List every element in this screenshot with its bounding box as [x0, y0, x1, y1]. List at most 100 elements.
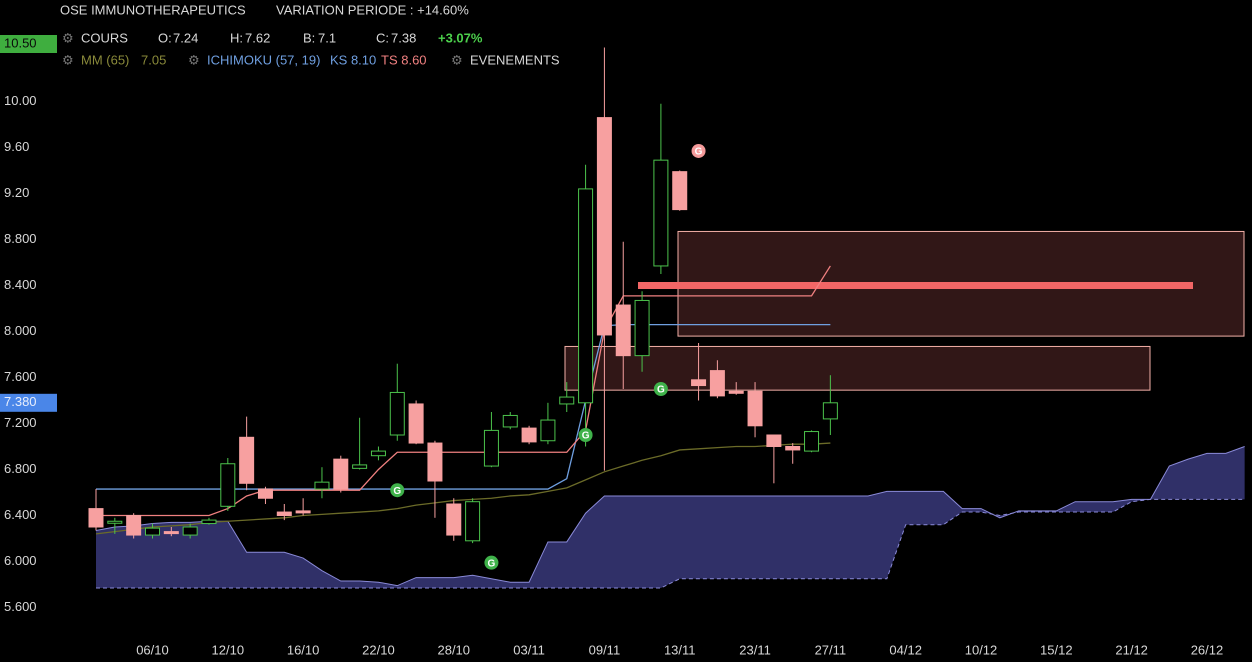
x-tick-label: 06/10: [136, 642, 169, 657]
candle-body: [126, 515, 142, 536]
legend-value: 7.05: [141, 52, 166, 67]
candle-body: [220, 463, 236, 507]
legend-label: COURS: [81, 30, 128, 45]
y-tick-label: 8.400: [4, 277, 37, 292]
event-marker: [653, 382, 668, 396]
candle-body: [804, 431, 820, 452]
legend-value: 7.62: [245, 30, 270, 45]
candle-body: [785, 446, 801, 451]
legend-label: B:: [303, 30, 315, 45]
cloud-upper: [95, 446, 1245, 587]
legend-change: +3.07%: [438, 30, 483, 45]
x-tick-label: 13/11: [664, 642, 696, 657]
zone: [564, 345, 1151, 391]
candle-body: [634, 299, 650, 357]
cloud-lower: [96, 498, 1245, 589]
candle-body: [578, 188, 594, 404]
candle-body: [709, 370, 725, 397]
y-tick-label: 8.000: [4, 323, 37, 338]
y-tick-label: 7.200: [4, 415, 37, 430]
y-tick-label: 6.000: [4, 553, 37, 568]
candle-body: [408, 403, 424, 444]
x-tick-label: 26/12: [1191, 642, 1224, 657]
legend-value: 7.38: [391, 30, 416, 45]
x-tick-label: 27/11: [815, 642, 847, 657]
candle-body: [144, 527, 160, 536]
x-tick-label: 22/10: [362, 642, 395, 657]
candle-body: [502, 414, 518, 428]
candle-body: [483, 429, 499, 467]
y-tick-label: 10.00: [4, 93, 37, 108]
candle-body: [691, 379, 707, 387]
legend-entry: MM (65): [81, 52, 129, 67]
candle-body: [747, 390, 763, 427]
candle-body: [766, 434, 782, 447]
candle-body: [389, 391, 405, 436]
legend-value: KS 8.10: [330, 52, 376, 67]
y-tick-label: 6.800: [4, 461, 37, 476]
legend-entry: EVENEMENTS: [470, 52, 560, 67]
legend-label: O:: [158, 30, 172, 45]
event-marker: [390, 483, 405, 498]
candle-body: [521, 427, 537, 443]
x-tick-label: 16/10: [287, 642, 320, 657]
candle-body: [446, 503, 462, 536]
indicator-line: [95, 442, 831, 535]
chart-title: OSE IMMUNOTHERAPEUTICS: [60, 2, 246, 17]
legend-label: H:: [230, 30, 243, 45]
y-tick-label: 6.400: [4, 507, 37, 522]
price-badge-label: 10.50: [4, 35, 37, 50]
x-tick-label: 12/10: [212, 642, 245, 657]
event-marker: [578, 428, 593, 442]
candle-body: [239, 436, 255, 484]
candle-body: [615, 304, 631, 357]
legend-entry: ICHIMOKU (57, 19): [207, 52, 320, 67]
candle-body: [182, 526, 198, 536]
candle-body: [540, 419, 556, 442]
candle-body: [672, 171, 688, 211]
legend-value: TS 8.60: [381, 52, 427, 67]
y-tick-label: 8.800: [4, 231, 37, 246]
event-label: G: [582, 431, 590, 442]
indicator-line: [96, 265, 831, 517]
candle-body: [370, 450, 386, 457]
gear-icon[interactable]: ⚙: [62, 30, 74, 45]
price-badge: [0, 393, 57, 412]
candle-body: [295, 510, 311, 514]
gear-icon[interactable]: ⚙: [451, 52, 463, 67]
subtitle: VARIATION PERIODE : +14.60%: [276, 2, 469, 17]
header: OSE IMMUNOTHERAPEUTICS VARIATION PERIODE…: [60, 2, 560, 67]
candle-body: [465, 501, 481, 542]
candle-body: [596, 117, 612, 336]
event-label: G: [657, 385, 665, 396]
indicator-line: [96, 323, 831, 490]
x-tick-label: 23/11: [739, 642, 771, 657]
candle-body: [107, 520, 123, 524]
gear-icon[interactable]: ⚙: [62, 52, 74, 67]
candle-body: [559, 396, 575, 405]
plot: 5.600 6.000 6.400 6.800 7.200 7.600 8.000 8.400…: [0, 35, 1245, 657]
event-label: G: [488, 558, 496, 569]
y-tick-label: 9.60: [4, 139, 29, 154]
x-tick-label: 10/12: [965, 642, 998, 657]
event-label: G: [393, 486, 401, 497]
candle-body: [728, 390, 744, 394]
candle-body: [257, 488, 273, 499]
x-tick-label: 21/12: [1115, 642, 1148, 657]
legend-value: 7.1: [318, 30, 336, 45]
y-tick-label: 5.600: [4, 599, 37, 614]
candle-body: [653, 159, 669, 267]
x-tick-label: 04/12: [889, 642, 922, 657]
legend-label: C:: [376, 30, 389, 45]
event-marker: [484, 555, 499, 570]
gear-icon[interactable]: ⚙: [188, 52, 200, 67]
candle-body: [352, 464, 368, 469]
candle-body: [314, 481, 330, 490]
x-tick-label: 28/10: [437, 642, 470, 657]
cloud-fill: [96, 446, 1245, 588]
y-tick-label: 9.20: [4, 185, 29, 200]
event-label: G: [695, 147, 703, 158]
candle-body: [276, 511, 292, 516]
